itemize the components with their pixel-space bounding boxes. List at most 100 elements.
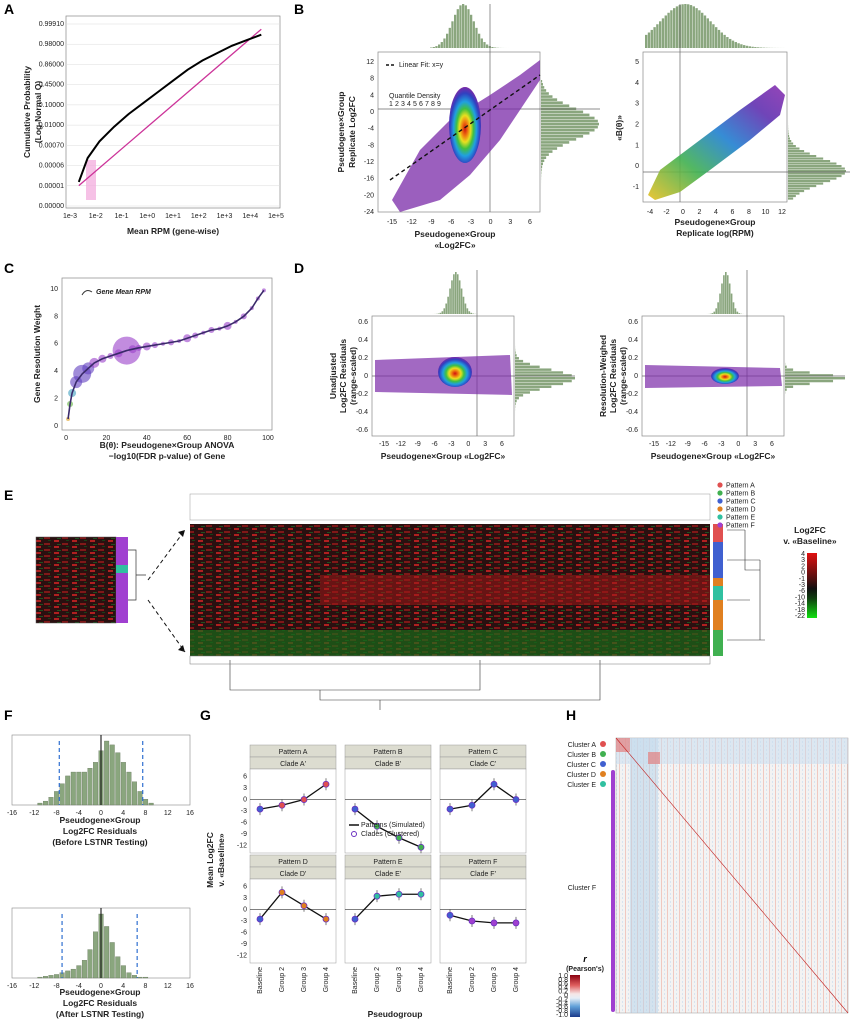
- panel-b-left-xtick: -12: [407, 219, 417, 226]
- panel-g-plot-frame: [249, 878, 337, 964]
- panel-a-ylabel-1: Cumulative Probability: [22, 66, 32, 158]
- panel-d-ytick: 0.2: [628, 355, 638, 362]
- panel-f-bar: [48, 975, 54, 979]
- panel-e-block-green: [190, 630, 710, 656]
- panel-b-left-density-level: 3: [401, 101, 405, 108]
- hist-bar: [788, 177, 837, 180]
- hist-bar: [695, 8, 698, 49]
- panel-f-xtick: 4: [121, 810, 125, 817]
- panel-c-legend: Gene Mean RPM: [96, 289, 151, 296]
- hist-bar: [709, 21, 712, 48]
- hist-bar: [515, 399, 517, 403]
- hist-bar: [701, 12, 704, 48]
- panel-g-ytick: 0: [243, 907, 247, 914]
- panel-f-bottom-xlabel-1: Pseudogene×Group: [60, 987, 141, 997]
- panel-g-ylabel-2: v. «Baseline»: [216, 833, 226, 887]
- panel-d-right-ylabel-2: Log2FC Residuals: [608, 339, 618, 413]
- hist-bar: [715, 27, 718, 48]
- panel-c-xtick: 60: [183, 435, 191, 442]
- panel-h-cluster-label: Cluster B: [567, 752, 596, 759]
- panel-a-fit-line: [78, 28, 262, 187]
- panel-e-zoom-arrowhead-bottom: [178, 645, 185, 652]
- hist-bar: [711, 313, 714, 314]
- panel-g-point: [351, 805, 359, 813]
- panel-g-point: [300, 796, 308, 803]
- panel-d-ytick: 0.2: [358, 355, 368, 362]
- hist-bar: [541, 141, 570, 144]
- hist-bar: [475, 27, 478, 48]
- panel-g-pattern-label: Pattern C: [468, 749, 498, 756]
- hist-bar: [788, 195, 796, 198]
- panel-d-left-ylabel-1: Unadjusted: [328, 353, 338, 399]
- panel-b-right-xtick: 0: [681, 209, 685, 216]
- panel-c-frame: [61, 277, 273, 431]
- panel-h-cluster-label: Cluster F: [568, 885, 596, 892]
- panel-g-clade-label: Clade C': [470, 761, 497, 768]
- panel-b-left-ytick: 4: [370, 92, 374, 99]
- panel-f-bar: [54, 974, 60, 979]
- hist-bar: [788, 135, 790, 138]
- panel-a-ytick: 0.00000: [39, 203, 64, 210]
- panel-b-right-ytick: -1: [633, 184, 639, 191]
- hist-bar: [788, 155, 817, 158]
- panel-f-chart: -16 -12 -8 -4 0 4 8 12 16 -16 -12 -8 -4 0 4 8 12 16 Pseu…: [7, 734, 194, 1019]
- hist-bar: [460, 288, 463, 314]
- panel-f-bar: [132, 975, 137, 979]
- panel-f-xtick: -16: [7, 983, 17, 990]
- panel-e-colorbar-tick: -3: [799, 582, 805, 589]
- hist-bar: [515, 388, 540, 391]
- panel-f-xtick: -12: [29, 810, 39, 817]
- hist-bar: [445, 303, 448, 314]
- panel-e-col-dendrogram: [229, 660, 601, 710]
- panel-d-xtick: -15: [649, 441, 659, 448]
- hist-bar: [788, 152, 810, 155]
- hist-bar: [515, 374, 572, 377]
- panel-b-right-xlabel-2: Replicate log(RPM): [676, 228, 754, 238]
- panel-b-left-frame: [377, 51, 541, 213]
- panel-d-xtick: 6: [500, 441, 504, 448]
- panel-e-colorbar-tick: -18: [795, 607, 805, 614]
- hist-bar: [743, 45, 746, 48]
- hist-bar: [738, 313, 741, 314]
- panel-d-xtick: -9: [685, 441, 691, 448]
- panel-b-left-density-level: 4: [407, 101, 411, 108]
- panel-d-left-xlabel: Pseudogene×Group «Log2FC»: [381, 451, 506, 461]
- panel-e-colorbar-tick: -6: [799, 588, 805, 595]
- hist-bar: [448, 27, 451, 48]
- hist-bar: [456, 9, 459, 49]
- hist-bar: [446, 33, 449, 48]
- hist-bar: [515, 385, 552, 388]
- panel-h-colorbar-tick: 0: [564, 993, 568, 1000]
- hist-bar: [788, 147, 800, 150]
- panel-h-colorbar: [570, 975, 580, 1017]
- panel-b-right-ytick: 0: [635, 163, 639, 170]
- hist-bar: [541, 153, 549, 156]
- panel-f-xtick: -4: [76, 810, 82, 817]
- hist-bar: [541, 98, 558, 101]
- panel-g-point: [395, 834, 403, 842]
- hist-bar: [541, 122, 599, 126]
- panel-h-colorbar-tick: -0.4: [556, 1000, 568, 1007]
- hist-bar: [785, 388, 787, 391]
- panel-d-ytick: -0.2: [356, 391, 368, 398]
- panel-f-bar: [93, 762, 98, 806]
- panel-d-ytick: 0.6: [358, 319, 368, 326]
- panel-f-bar: [93, 931, 98, 979]
- panel-b-right-xtick: -4: [647, 209, 653, 216]
- panel-f-bar: [126, 771, 132, 806]
- hist-bar: [788, 170, 846, 173]
- panel-g-ytick: -12: [237, 952, 247, 959]
- panel-h-colorbar-tick: -1.0: [556, 1012, 568, 1019]
- panel-h-colorbar-tick: 0.2: [558, 989, 568, 996]
- hist-bar: [687, 4, 690, 49]
- hist-bar: [541, 113, 590, 117]
- panel-b-left-xtick: 3: [508, 219, 512, 226]
- panel-d-xtick: -6: [701, 441, 707, 448]
- hist-bar: [541, 150, 553, 153]
- panel-g-point: [278, 801, 286, 809]
- panel-c-legend-swatch: [81, 290, 93, 296]
- hist-bar: [541, 86, 545, 89]
- hist-bar: [785, 371, 810, 374]
- hist-bar: [468, 311, 471, 314]
- hist-bar: [443, 308, 446, 314]
